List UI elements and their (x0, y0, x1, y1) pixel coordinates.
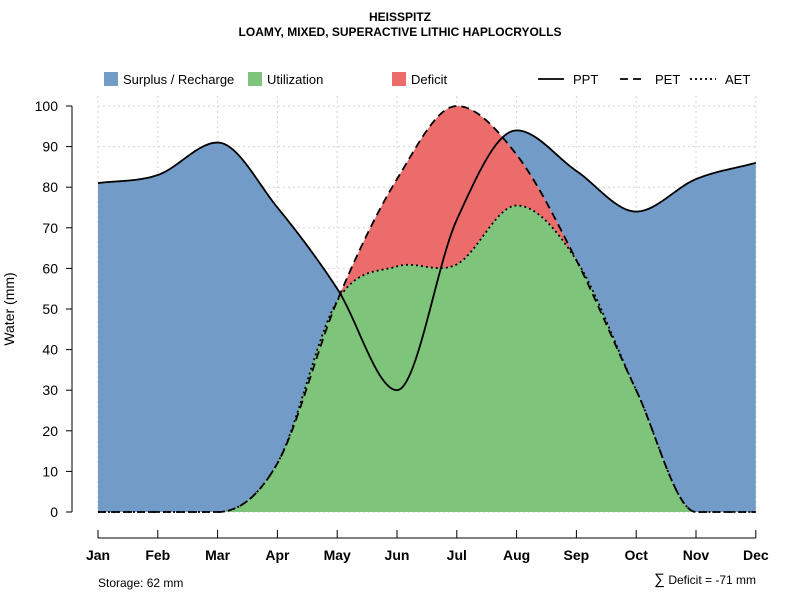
y-tick-label: 30 (42, 382, 58, 398)
x-tick-label: Aug (503, 547, 530, 563)
y-tick-label: 20 (42, 423, 58, 439)
y-tick-label: 0 (50, 504, 58, 520)
y-axis-label: Water (mm) (1, 272, 17, 345)
series-line-pet (98, 105, 756, 513)
y-tick-label: 40 (42, 342, 58, 358)
chart-subtitle: LOAMY, MIXED, SUPERACTIVE LITHIC HAPLOCR… (238, 25, 562, 39)
series-line-ppt (97, 129, 757, 392)
legend-label: Surplus / Recharge (123, 72, 234, 87)
legend-swatch (248, 72, 262, 86)
x-tick-label: Jan (86, 547, 110, 563)
utilization-area (98, 205, 756, 512)
legend-label: PPT (573, 72, 598, 87)
legend-swatch (104, 72, 118, 86)
y-axis: 0 10 20 30 40 50 60 70 80 90 100 Water (mm) (1, 98, 73, 520)
y-tick-label: 70 (42, 220, 58, 236)
x-tick-label: Mar (205, 547, 230, 563)
x-tick-label: Jul (447, 547, 467, 563)
sum-symbol: ∑ (654, 571, 665, 588)
series-line-aet (98, 204, 756, 513)
x-tick-label: Feb (145, 547, 170, 563)
legend-label: AET (725, 72, 750, 87)
surplus-area (98, 106, 756, 512)
x-tick-label: Dec (743, 547, 769, 563)
legend: Surplus / Recharge Utilization Deficit PPT P… (104, 72, 750, 87)
legend-label: Utilization (267, 72, 323, 87)
chart-title: HEISSPITZ (368, 10, 431, 24)
deficit-area (98, 106, 756, 512)
x-tick-label: Nov (683, 547, 710, 563)
legend-swatch (392, 72, 406, 86)
legend-label: Deficit (411, 72, 448, 87)
y-tick-label: 50 (42, 301, 58, 317)
deficit-value: Deficit = -71 mm (668, 573, 756, 587)
y-tick-label: 10 (42, 463, 58, 479)
y-tick-label: 100 (35, 98, 59, 114)
x-tick-label: Apr (265, 547, 290, 563)
storage-note: Storage: 62 mm (98, 576, 184, 590)
x-axis: Jan Feb Mar Apr May Jun Jul Aug Sep Oct Nov Dec (86, 530, 769, 563)
x-tick-label: May (324, 547, 351, 563)
x-tick-label: Jun (385, 547, 410, 563)
deficit-note: ∑ Deficit = -71 mm (654, 571, 756, 588)
x-tick-label: Oct (625, 547, 649, 563)
y-tick-label: 90 (42, 139, 58, 155)
legend-label: PET (655, 72, 680, 87)
y-tick-label: 80 (42, 179, 58, 195)
y-tick-label: 60 (42, 260, 58, 276)
x-tick-label: Sep (564, 547, 590, 563)
